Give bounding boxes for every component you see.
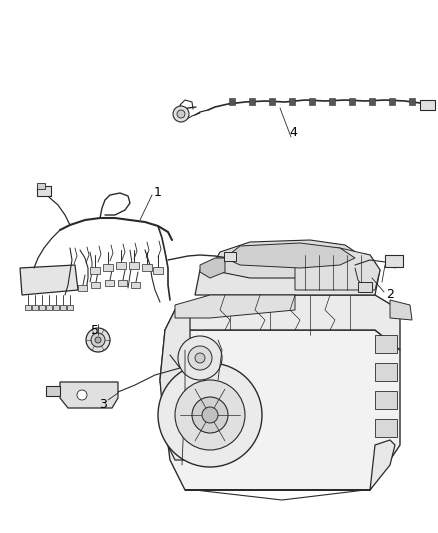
Circle shape xyxy=(178,336,222,380)
Bar xyxy=(375,335,397,353)
Circle shape xyxy=(91,333,105,347)
Bar xyxy=(37,186,51,196)
Text: 4: 4 xyxy=(289,126,297,140)
Polygon shape xyxy=(200,258,225,278)
Text: 3: 3 xyxy=(99,399,107,411)
Bar xyxy=(420,100,435,110)
Bar xyxy=(78,285,87,291)
Text: 1: 1 xyxy=(154,185,162,198)
Bar xyxy=(369,98,375,105)
Circle shape xyxy=(175,380,245,450)
Polygon shape xyxy=(390,300,412,320)
Polygon shape xyxy=(295,248,380,290)
Bar xyxy=(358,282,372,292)
Polygon shape xyxy=(160,308,190,460)
Circle shape xyxy=(173,106,189,122)
Text: 2: 2 xyxy=(386,288,394,302)
Polygon shape xyxy=(46,386,60,396)
Bar xyxy=(53,305,59,310)
Bar xyxy=(249,98,255,105)
Bar xyxy=(32,305,38,310)
Bar xyxy=(269,98,275,105)
Polygon shape xyxy=(60,382,118,408)
Bar xyxy=(224,252,236,261)
Bar xyxy=(37,183,45,189)
Polygon shape xyxy=(175,295,295,318)
Bar xyxy=(91,282,100,288)
Bar xyxy=(67,305,73,310)
Bar xyxy=(385,255,403,267)
Circle shape xyxy=(158,363,262,467)
Bar xyxy=(375,419,397,437)
Circle shape xyxy=(192,397,228,433)
Bar xyxy=(229,98,235,105)
Bar xyxy=(309,98,315,105)
Circle shape xyxy=(188,346,212,370)
Circle shape xyxy=(86,328,110,352)
Polygon shape xyxy=(20,265,78,295)
Bar xyxy=(349,98,355,105)
Bar xyxy=(329,98,335,105)
Bar xyxy=(375,391,397,409)
Circle shape xyxy=(202,407,218,423)
Circle shape xyxy=(77,390,87,400)
Polygon shape xyxy=(160,330,400,490)
Polygon shape xyxy=(195,248,380,295)
Polygon shape xyxy=(210,240,362,278)
Bar xyxy=(142,264,152,271)
Bar xyxy=(46,305,52,310)
Polygon shape xyxy=(165,295,400,350)
Circle shape xyxy=(195,353,205,363)
Circle shape xyxy=(95,337,101,343)
Polygon shape xyxy=(225,243,355,268)
Text: 5: 5 xyxy=(91,324,99,336)
Bar xyxy=(103,264,113,271)
Bar xyxy=(25,305,31,310)
Bar xyxy=(289,98,295,105)
Bar xyxy=(153,267,163,274)
Bar xyxy=(90,267,100,274)
Polygon shape xyxy=(185,440,395,490)
Bar xyxy=(389,98,395,105)
Bar xyxy=(116,262,126,269)
Bar xyxy=(39,305,45,310)
Bar xyxy=(375,363,397,381)
Bar xyxy=(105,280,114,286)
Circle shape xyxy=(177,110,185,118)
Bar xyxy=(60,305,66,310)
Bar xyxy=(129,262,139,269)
Bar xyxy=(118,280,127,286)
Bar xyxy=(131,282,140,288)
Bar xyxy=(409,98,415,105)
